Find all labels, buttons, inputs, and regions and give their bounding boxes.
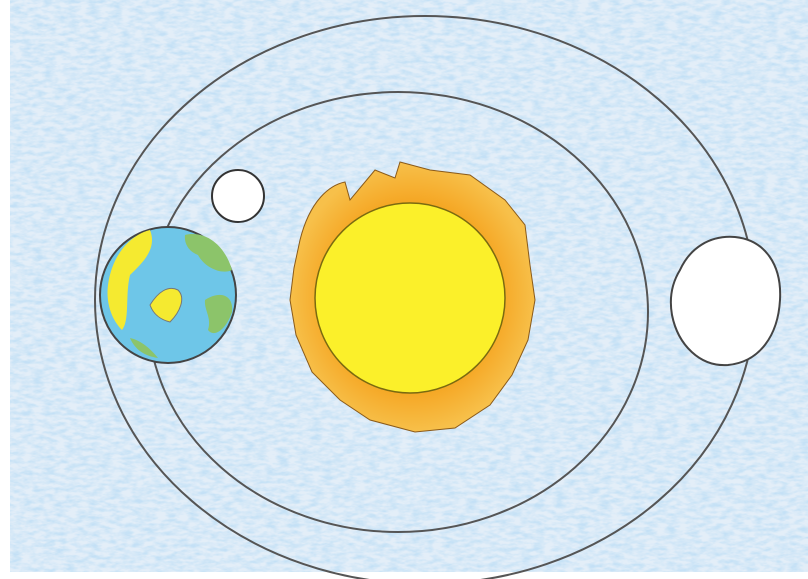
earth-land [107, 230, 152, 330]
earth-land [149, 287, 183, 323]
moon [211, 169, 265, 223]
earth-land [204, 294, 233, 334]
sun-core [314, 202, 506, 394]
earth-land [184, 234, 232, 272]
earth-land [130, 338, 158, 358]
outer-planet [669, 235, 782, 367]
